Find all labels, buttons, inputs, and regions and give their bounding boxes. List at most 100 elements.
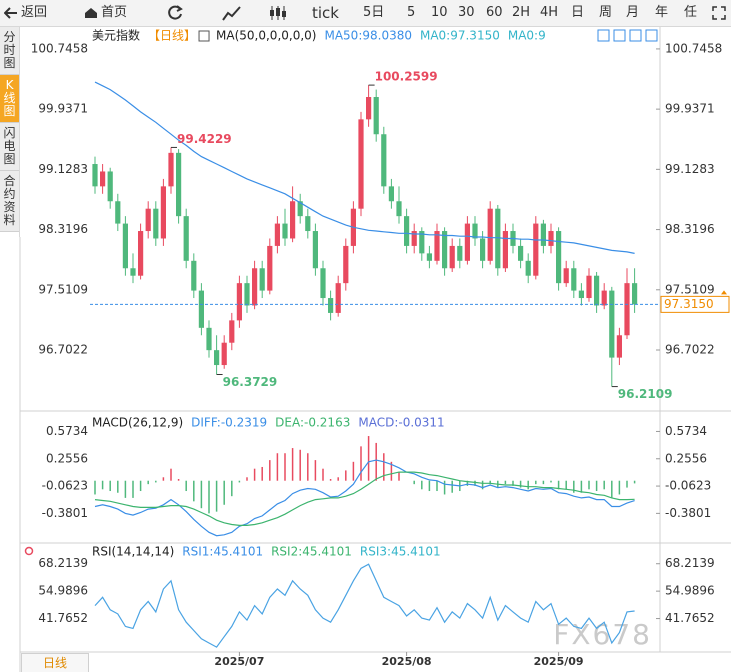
period-button[interactable]: 年 bbox=[655, 5, 669, 20]
fullscreen-icon bbox=[712, 6, 726, 20]
candle-button[interactable] bbox=[268, 0, 288, 26]
candle-body bbox=[160, 186, 166, 239]
sidebar-tab[interactable]: 合约资料 bbox=[0, 171, 19, 232]
candle-body bbox=[419, 231, 425, 254]
candle-body bbox=[495, 208, 501, 269]
candle-body bbox=[92, 164, 98, 187]
candle-body bbox=[236, 283, 242, 321]
period-button[interactable]: tick bbox=[312, 4, 339, 22]
candle-body bbox=[282, 223, 288, 239]
period-button[interactable]: 任 bbox=[684, 5, 698, 20]
settings-icon[interactable] bbox=[24, 546, 34, 556]
legend-item: MA50:98.0380 bbox=[324, 29, 412, 43]
legend-item: MACD(26,12,9) bbox=[92, 416, 183, 430]
y-tick-label: 99.9371 bbox=[38, 102, 88, 116]
home-icon bbox=[85, 8, 97, 18]
sidebar-tab[interactable]: 分时图 bbox=[0, 27, 19, 75]
candle-body bbox=[343, 245, 349, 284]
legend-item: 美元指数 bbox=[92, 28, 140, 43]
period-button[interactable]: 日 bbox=[571, 5, 585, 20]
legend-icon[interactable] bbox=[198, 30, 210, 42]
legend-item: MA0:97.3150 bbox=[420, 29, 500, 43]
legend-item: DIFF:-0.2319 bbox=[191, 416, 267, 430]
period-button[interactable]: 5日 bbox=[363, 5, 385, 20]
candle-body bbox=[434, 231, 440, 261]
candle-body bbox=[563, 268, 569, 284]
legend-item: 【日线】 bbox=[148, 29, 196, 43]
candle-body bbox=[457, 245, 463, 261]
y-tick-label-right: -0.3801 bbox=[665, 506, 711, 520]
period-button[interactable]: 2H bbox=[512, 5, 531, 20]
high-label: 99.4229 bbox=[177, 132, 232, 146]
candle-body bbox=[426, 253, 432, 261]
candle-body bbox=[472, 223, 478, 239]
toolbox-icons bbox=[597, 29, 658, 42]
period-button[interactable]: 月 bbox=[626, 5, 640, 20]
candle-body bbox=[122, 223, 128, 269]
y-tick-label-right: 97.5109 bbox=[665, 282, 715, 296]
y-tick-label-right: 0.5734 bbox=[665, 424, 707, 438]
candle-body bbox=[305, 216, 311, 232]
candle-body bbox=[206, 327, 212, 351]
y-tick-label: -0.3801 bbox=[42, 506, 88, 520]
candle-body bbox=[366, 97, 372, 120]
candle-body bbox=[616, 335, 622, 358]
candle-body bbox=[290, 201, 296, 239]
legend-item: RSI(14,14,14) bbox=[92, 545, 174, 559]
last-price-label: 97.3150 bbox=[664, 297, 714, 311]
sidebar-tab[interactable]: K线图 bbox=[0, 75, 19, 123]
period-button[interactable]: 60 bbox=[486, 5, 503, 20]
candle-body bbox=[335, 283, 341, 313]
candle-body bbox=[533, 223, 539, 276]
candle-body bbox=[274, 223, 280, 246]
sidebar-tab[interactable]: 闪电图 bbox=[0, 123, 19, 171]
legend-item: MA(50,0,0,0,0,0) bbox=[216, 29, 316, 43]
y-tick-label: 100.7458 bbox=[31, 41, 88, 55]
y-tick-label-right: 54.9896 bbox=[665, 584, 715, 598]
candle-body bbox=[578, 290, 584, 299]
icon[interactable] bbox=[629, 29, 642, 42]
home-button[interactable]: 首页 bbox=[84, 0, 127, 26]
indicator-button[interactable] bbox=[222, 0, 242, 26]
candle-icon bbox=[270, 6, 286, 20]
icon[interactable] bbox=[597, 29, 610, 42]
y-tick-label: -0.0623 bbox=[42, 479, 88, 493]
y-tick-label-right: 96.7022 bbox=[665, 342, 715, 356]
icon[interactable] bbox=[613, 29, 626, 42]
candle-body bbox=[404, 216, 410, 246]
candle-body bbox=[198, 290, 204, 328]
icon[interactable] bbox=[645, 29, 658, 42]
candle-body bbox=[229, 320, 235, 343]
candle-body bbox=[586, 275, 592, 299]
period-button[interactable]: 30 bbox=[458, 5, 475, 20]
fullscreen-button[interactable] bbox=[712, 0, 726, 26]
back-button[interactable]: 返回 bbox=[4, 0, 47, 26]
y-tick-label-right: 99.1283 bbox=[665, 162, 715, 176]
candle-body bbox=[130, 268, 136, 276]
candle-body bbox=[244, 283, 250, 306]
back-label: 返回 bbox=[21, 5, 48, 20]
period-button[interactable]: 周 bbox=[599, 5, 613, 20]
refresh-button[interactable] bbox=[166, 0, 184, 26]
period-button[interactable]: 10 bbox=[431, 5, 448, 20]
candle-body bbox=[464, 223, 470, 261]
watermark: FX678 bbox=[553, 618, 652, 651]
y-tick-label: 0.2556 bbox=[46, 451, 88, 465]
low-label: 96.3729 bbox=[223, 375, 278, 389]
candle-body bbox=[320, 268, 326, 299]
candle-body bbox=[518, 245, 524, 261]
legend-item: RSI3:45.4101 bbox=[360, 545, 441, 559]
period-button[interactable]: 5 bbox=[407, 5, 416, 20]
candle-body bbox=[411, 231, 417, 246]
candle-body bbox=[267, 245, 273, 291]
y-tick-label: 68.2139 bbox=[38, 556, 88, 570]
y-tick-label-right: 41.7652 bbox=[665, 611, 715, 625]
candle-body bbox=[388, 186, 394, 202]
candle-body bbox=[100, 171, 106, 187]
rsi-line bbox=[94, 563, 635, 648]
bottom-tab[interactable]: 日线 bbox=[21, 653, 89, 672]
period-button[interactable]: 4H bbox=[540, 5, 559, 20]
legend-item: DEA:-0.2163 bbox=[275, 416, 350, 430]
candle-body bbox=[556, 231, 562, 284]
